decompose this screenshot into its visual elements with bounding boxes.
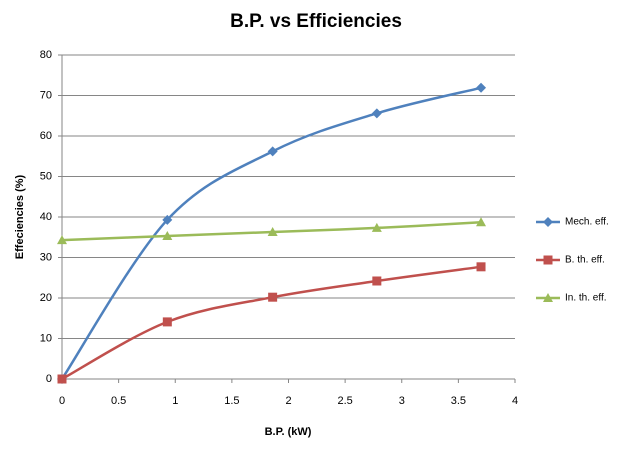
data-point [162, 214, 173, 225]
data-point [476, 217, 487, 227]
data-point [162, 231, 173, 241]
data-point [476, 262, 486, 272]
data-point [268, 292, 278, 302]
x-tick-label: 3.5 [451, 395, 466, 407]
legend-label: In. th. eff. [565, 293, 607, 304]
data-point [162, 317, 172, 327]
y-tick-label: 50 [40, 170, 52, 182]
y-tick-label: 20 [40, 292, 52, 304]
data-point [476, 82, 487, 93]
x-tick-label: 4 [512, 395, 518, 407]
legend-marker [543, 217, 553, 227]
data-point [372, 276, 382, 286]
x-tick-label: 1.5 [224, 395, 239, 407]
y-tick-label: 0 [46, 373, 52, 385]
y-tick-label: 60 [40, 130, 52, 142]
y-axis-label: Effeciencies (%) [14, 174, 26, 259]
chart-title: B.P. vs Efficiencies [230, 11, 402, 32]
x-tick-label: 0.5 [111, 395, 126, 407]
x-tick-label: 0 [59, 395, 65, 407]
data-point [371, 222, 382, 232]
data-point [371, 108, 382, 119]
legend-marker [543, 255, 553, 265]
x-tick-label: 2.5 [337, 395, 352, 407]
x-tick-label: 1 [172, 395, 178, 407]
legend-label: Mech. eff. [565, 217, 609, 228]
series-line [60, 86, 482, 380]
y-tick-label: 70 [40, 89, 52, 101]
data-point [267, 226, 278, 236]
legend-marker [543, 293, 553, 302]
y-tick-label: 10 [40, 332, 52, 344]
x-tick-label: 2 [285, 395, 291, 407]
y-tick-label: 80 [40, 49, 52, 61]
x-axis-label: B.P. (kW) [265, 426, 312, 438]
y-tick-label: 30 [40, 251, 52, 263]
x-tick-label: 3 [399, 395, 405, 407]
data-point [57, 235, 67, 245]
data-point [57, 374, 67, 384]
data-point [267, 146, 278, 157]
y-tick-label: 40 [40, 211, 52, 223]
legend-label: B. th. eff. [565, 255, 605, 266]
